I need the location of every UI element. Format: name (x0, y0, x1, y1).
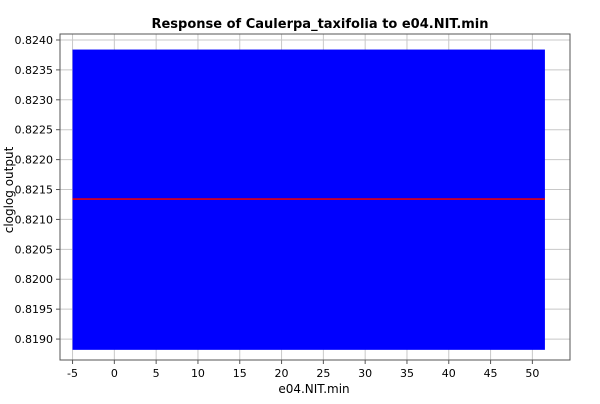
x-tick-label: -5 (67, 367, 78, 380)
y-axis-ticks: 0.8190 0.8195 0.8200 0.8205 0.8210 0.8215 0.82… (15, 34, 60, 346)
y-tick-label: 0.8195 (15, 303, 54, 316)
y-tick-label: 0.8190 (15, 333, 54, 346)
y-tick-label: 0.8225 (15, 124, 54, 137)
plot-frame (59, 33, 571, 361)
y-tick-label: 0.8220 (15, 154, 54, 167)
x-tick-label: 5 (153, 367, 160, 380)
x-tick-label: 15 (233, 367, 247, 380)
y-tick-label: 0.8205 (15, 243, 54, 256)
x-tick-label: 20 (275, 367, 289, 380)
x-tick-label: 25 (316, 367, 330, 380)
x-axis-ticks: -5 0 5 10 15 20 25 30 35 40 45 50 (67, 360, 539, 380)
x-tick-label: 0 (111, 367, 118, 380)
x-tick-label: 30 (358, 367, 372, 380)
x-tick-label: 35 (400, 367, 414, 380)
y-tick-label: 0.8215 (15, 184, 54, 197)
y-axis-label: cloglog output (2, 146, 16, 233)
chart-title: Response of Caulerpa_taxifolia to e04.NI… (151, 17, 488, 32)
y-tick-label: 0.8200 (15, 273, 54, 286)
x-axis-label: e04.NIT.min (278, 382, 349, 396)
y-tick-label: 0.8210 (15, 213, 54, 226)
y-tick-label: 0.8240 (15, 34, 54, 47)
y-tick-label: 0.8230 (15, 94, 54, 107)
x-tick-label: 10 (191, 367, 205, 380)
y-tick-label: 0.8235 (15, 64, 54, 77)
x-tick-label: 50 (525, 367, 539, 380)
x-tick-label: 45 (484, 367, 498, 380)
x-tick-label: 40 (442, 367, 456, 380)
